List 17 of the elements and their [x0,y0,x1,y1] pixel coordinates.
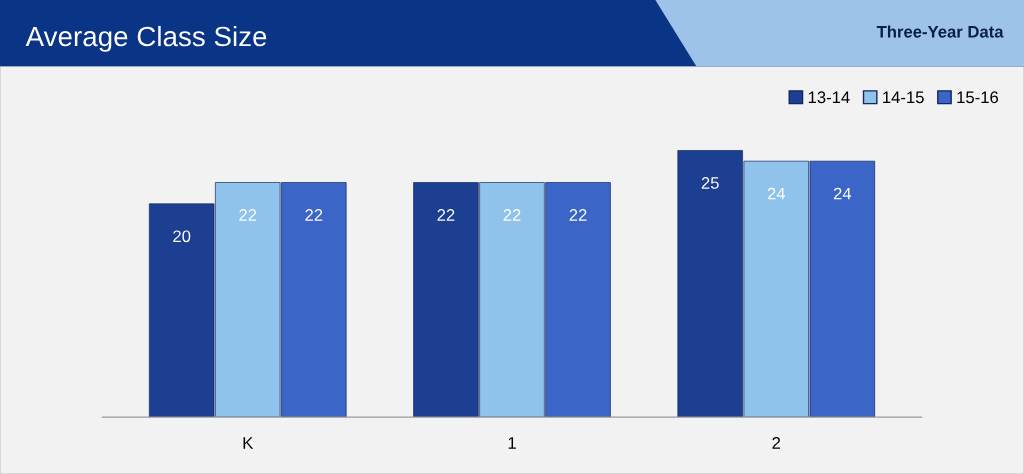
data-label: 25 [701,177,719,189]
data-label: 22 [503,209,521,221]
data-label: 22 [437,209,455,221]
data-label: 20 [173,230,191,243]
data-label: 22 [569,209,587,221]
data-label: 22 [239,209,257,221]
x-tick-label: 1 [508,437,516,449]
legend-label: 14-15 [883,91,924,104]
legend-label: 15-16 [957,91,999,104]
chart-title: Average Class Size [25,25,267,52]
x-tick-label: K [243,437,254,449]
data-label: 24 [833,187,852,200]
legend-label: 13-14 [808,91,850,104]
x-tick-label: 2 [772,437,781,449]
data-label: 24 [767,187,786,200]
chart-subtitle: Three-Year Data [876,25,1004,38]
data-label: 22 [305,209,323,221]
